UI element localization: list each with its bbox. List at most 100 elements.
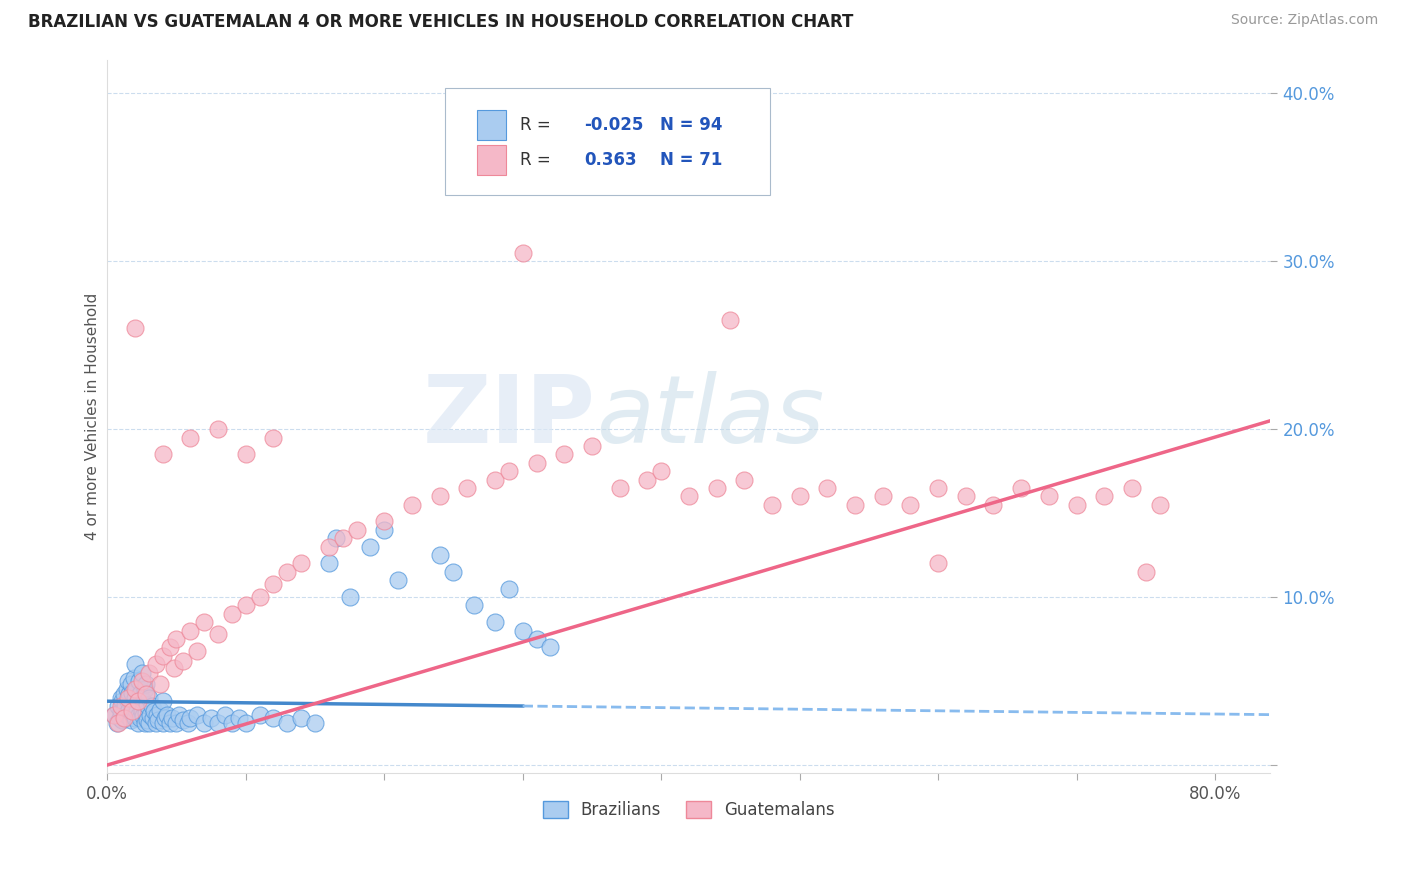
Point: [166, 632, 188, 646]
Point: [128, 707, 150, 722]
Point: [129, 711, 152, 725]
Point: [135, 677, 157, 691]
Point: [650, 464, 672, 478]
Point: [125, 703, 148, 717]
Point: [526, 632, 548, 646]
Point: [149, 677, 172, 691]
Point: [120, 713, 142, 727]
Point: [145, 716, 167, 731]
Point: [124, 657, 146, 672]
Point: [186, 644, 208, 658]
Point: [512, 245, 534, 260]
Point: [484, 615, 506, 630]
Point: [332, 531, 354, 545]
Point: [200, 711, 222, 725]
Point: [443, 565, 465, 579]
Point: [112, 703, 135, 717]
Point: [262, 711, 284, 725]
Point: [131, 704, 153, 718]
Point: [152, 648, 174, 663]
Point: [129, 688, 152, 702]
Point: [179, 711, 201, 725]
Point: [318, 540, 340, 554]
Text: N = 71: N = 71: [659, 152, 723, 169]
Point: [118, 703, 141, 717]
Point: [678, 489, 700, 503]
Point: [138, 716, 160, 731]
Point: [1149, 498, 1171, 512]
Point: [127, 694, 149, 708]
Point: [346, 523, 368, 537]
Text: Source: ZipAtlas.com: Source: ZipAtlas.com: [1230, 13, 1378, 28]
Text: N = 94: N = 94: [659, 116, 723, 134]
Point: [117, 690, 139, 705]
Text: 0.363: 0.363: [583, 152, 637, 169]
Point: [1066, 498, 1088, 512]
Point: [207, 422, 229, 436]
Point: [114, 698, 136, 712]
Point: [172, 713, 194, 727]
Point: [373, 515, 395, 529]
Point: [872, 489, 894, 503]
Point: [609, 481, 631, 495]
Point: [235, 599, 257, 613]
Point: [141, 699, 163, 714]
Point: [124, 690, 146, 705]
Point: [128, 674, 150, 689]
Point: [166, 716, 188, 731]
Point: [221, 607, 243, 621]
Point: [325, 531, 347, 545]
Point: [122, 707, 145, 722]
Point: [139, 707, 162, 722]
Legend: Brazilians, Guatemalans: Brazilians, Guatemalans: [536, 794, 842, 826]
Point: [581, 439, 603, 453]
Point: [112, 711, 135, 725]
Point: [1135, 565, 1157, 579]
Point: [111, 713, 134, 727]
Point: [167, 707, 190, 722]
Point: [235, 447, 257, 461]
Point: [107, 699, 129, 714]
Point: [152, 716, 174, 731]
Point: [107, 716, 129, 731]
Point: [1092, 489, 1115, 503]
Point: [149, 703, 172, 717]
Point: [136, 698, 159, 712]
Text: atlas: atlas: [596, 371, 824, 462]
Point: [456, 481, 478, 495]
Point: [132, 709, 155, 723]
Point: [103, 707, 125, 722]
Point: [105, 716, 128, 731]
Point: [186, 707, 208, 722]
Point: [121, 686, 143, 700]
Point: [122, 671, 145, 685]
Point: [207, 716, 229, 731]
Point: [900, 498, 922, 512]
Point: [159, 640, 181, 655]
Point: [112, 688, 135, 702]
Point: [538, 640, 561, 655]
Point: [429, 489, 451, 503]
Point: [844, 498, 866, 512]
Point: [172, 654, 194, 668]
Point: [339, 590, 361, 604]
Point: [131, 665, 153, 680]
Point: [176, 716, 198, 731]
Point: [484, 473, 506, 487]
FancyBboxPatch shape: [444, 88, 770, 195]
Point: [815, 481, 838, 495]
Point: [553, 447, 575, 461]
Point: [115, 682, 138, 697]
Point: [111, 694, 134, 708]
Point: [498, 582, 520, 596]
Point: [145, 657, 167, 672]
Point: [136, 713, 159, 727]
Point: [127, 716, 149, 731]
Point: [124, 321, 146, 335]
Point: [1010, 481, 1032, 495]
Point: [115, 706, 138, 720]
Point: [152, 694, 174, 708]
Point: [207, 627, 229, 641]
Point: [179, 624, 201, 638]
Point: [718, 313, 741, 327]
